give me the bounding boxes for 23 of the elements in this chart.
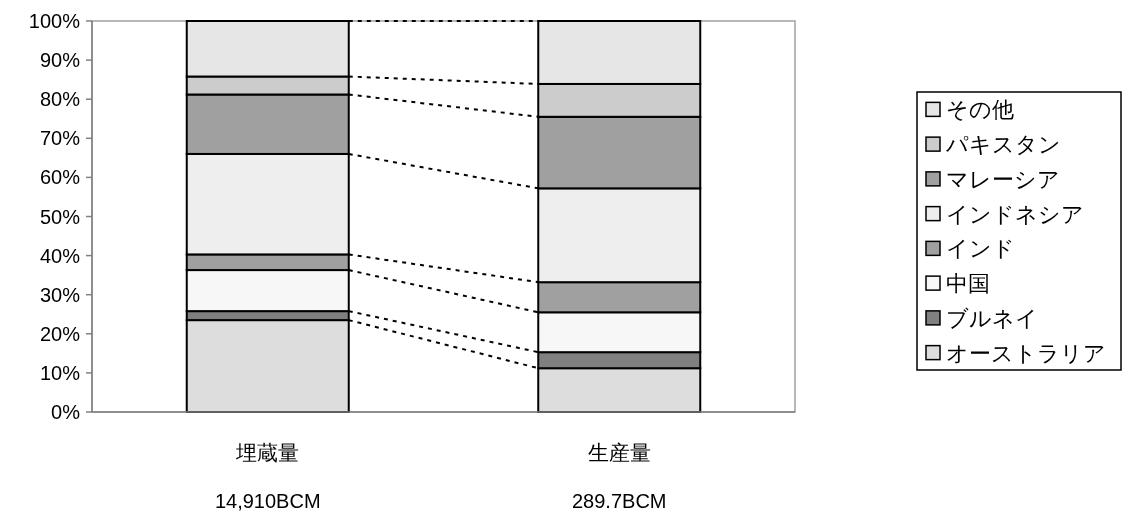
legend-label: パキスタン <box>945 132 1061 158</box>
text: 14,910BCM <box>214 490 321 512</box>
legend-label: マレーシア <box>946 166 1060 192</box>
y-tick-label: 20% <box>39 322 81 345</box>
legend-label: その他 <box>946 97 1014 123</box>
y-tick-label: 100% <box>28 10 81 32</box>
text: 289.7BCM <box>572 490 667 512</box>
y-tick-label: 70% <box>39 127 81 150</box>
y-tick-label: 30% <box>39 283 81 306</box>
y-tick-label: 60% <box>39 166 81 189</box>
legend-label: インド <box>946 236 1015 262</box>
x-tick-label: 生産量 <box>587 441 651 464</box>
y-tick-label: 0% <box>51 401 81 423</box>
y-tick-label: 40% <box>39 244 81 267</box>
legend-label: 中国 <box>946 271 990 297</box>
legend-label: オーストラリア <box>946 340 1106 366</box>
y-tick-label: 50% <box>39 205 81 228</box>
y-tick-label: 80% <box>39 88 81 111</box>
x-tick-label: 埋蔵量 <box>235 441 300 464</box>
legend-label: インドネシア <box>946 201 1084 227</box>
y-tick-label: 90% <box>39 49 81 72</box>
y-tick-label: 10% <box>39 361 81 384</box>
legend-label: ブルネイ <box>946 305 1038 331</box>
